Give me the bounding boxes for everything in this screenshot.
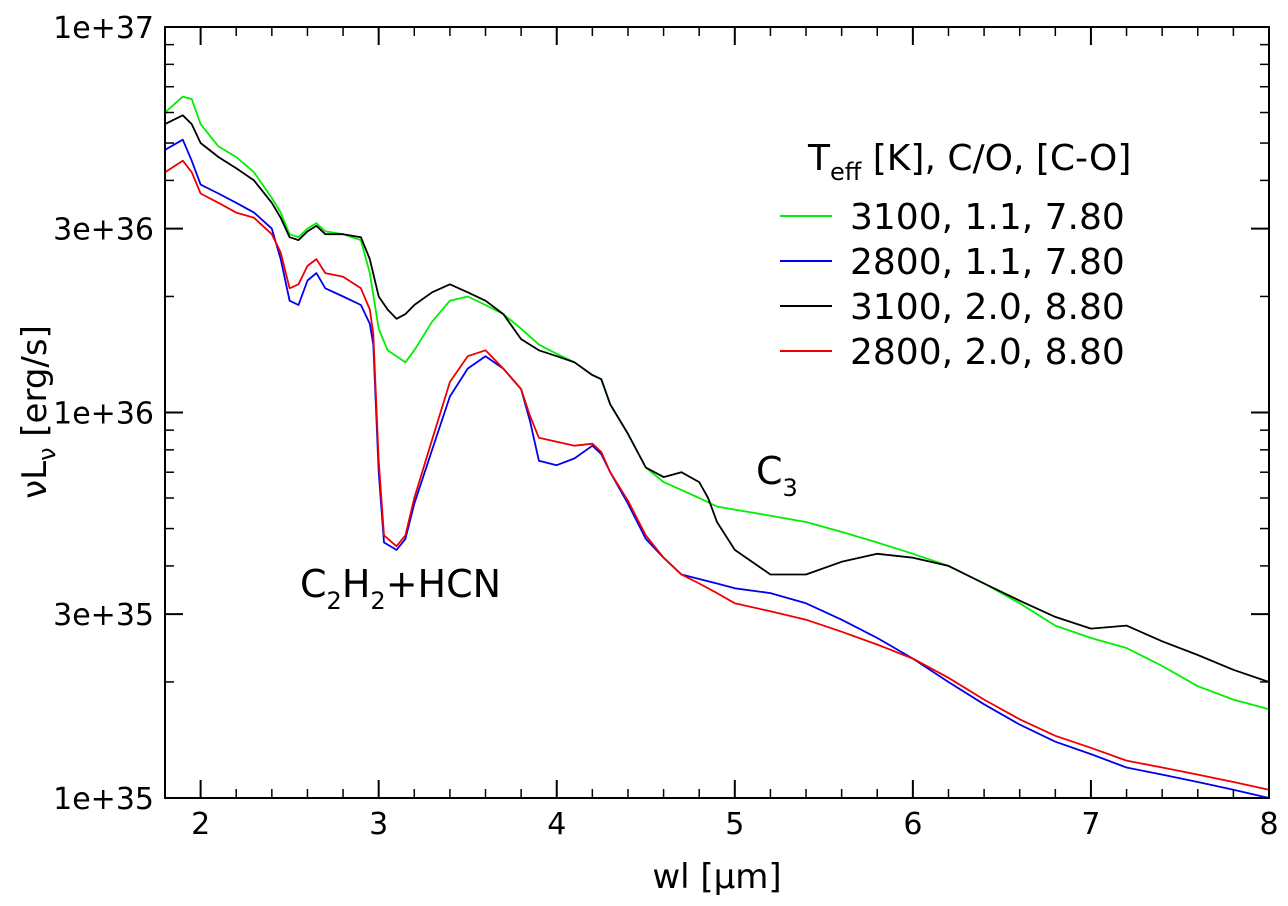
labels-layer: 2 3 4 5 6 7 8 1e+35 3e+35 1e+36 3e+36 1e+37 — [53, 11, 1278, 842]
y-tick-label: 3e+35 — [53, 598, 154, 633]
annot-c3-c: C — [756, 449, 783, 493]
series-line — [164, 159, 1270, 791]
plot-frame — [164, 26, 1270, 799]
x-axis-title: wl [µm] — [652, 857, 781, 897]
legend-title: Teff [K], C/O, [C-O] — [807, 138, 1131, 186]
legend-title-sub: eff — [830, 158, 862, 186]
legend: Teff [K], C/O, [C-O] 3100, 1.1, 7.802800… — [780, 138, 1131, 373]
y-tick-label: 1e+37 — [53, 11, 154, 46]
annot-c2h2-h: H — [342, 562, 371, 606]
annot-c2h2-sub2: 2 — [370, 587, 385, 615]
legend-label: 2800, 2.0, 8.80 — [850, 332, 1125, 373]
x-tick-label: 8 — [1259, 807, 1278, 842]
x-tick-label: 3 — [369, 807, 388, 842]
y-axis-title: νLν [erg/s] — [15, 325, 61, 499]
x-tick-label: 4 — [547, 807, 566, 842]
annot-c2h2-sub1: 2 — [327, 587, 342, 615]
ticks-layer — [164, 26, 1270, 799]
legend-label: 3100, 1.1, 7.80 — [850, 197, 1125, 238]
y-axis-title-main: νL — [15, 461, 55, 499]
legend-label: 2800, 1.1, 7.80 — [850, 242, 1125, 283]
x-tick-label: 6 — [903, 807, 922, 842]
legend-title-main: T — [807, 138, 831, 179]
y-tick-label: 3e+36 — [53, 213, 154, 248]
legend-title-rest: [K], C/O, [C-O] — [861, 138, 1131, 179]
annot-c2h2-hcn: +HCN — [386, 562, 501, 606]
y-axis-title-sub: ν — [33, 448, 61, 461]
legend-label: 3100, 2.0, 8.80 — [850, 287, 1125, 328]
annot-c2h2-c: C — [300, 562, 327, 606]
series-layer — [164, 95, 1270, 799]
y-tick-label: 1e+35 — [53, 782, 154, 817]
x-tick-label: 5 — [725, 807, 744, 842]
x-tick-label: 2 — [191, 807, 210, 842]
annot-c3-sub: 3 — [783, 474, 798, 502]
y-axis-title-unit: [erg/s] — [15, 325, 55, 447]
annotation-c3: C3 — [756, 449, 798, 502]
annotations: C2H2+HCN C3 — [300, 449, 798, 615]
y-tick-label: 1e+36 — [53, 397, 154, 432]
series-line — [164, 114, 1270, 683]
annotation-c2h2-hcn: C2H2+HCN — [300, 562, 501, 615]
x-tick-label: 7 — [1081, 807, 1100, 842]
